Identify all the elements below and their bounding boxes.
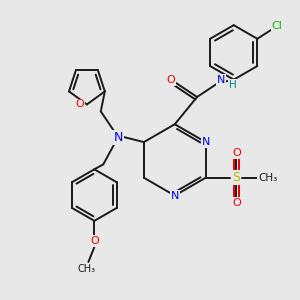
- Text: N: N: [217, 75, 225, 85]
- Text: CH₃: CH₃: [77, 264, 95, 274]
- Text: O: O: [232, 148, 241, 158]
- Text: CH₃: CH₃: [258, 173, 277, 183]
- Text: O: O: [90, 236, 99, 246]
- Text: H: H: [229, 80, 237, 90]
- Text: N: N: [202, 137, 210, 147]
- Text: S: S: [232, 171, 240, 184]
- Text: Cl: Cl: [272, 21, 283, 31]
- Text: O: O: [76, 99, 84, 110]
- Text: O: O: [232, 197, 241, 208]
- Text: O: O: [166, 75, 175, 85]
- Text: N: N: [171, 190, 179, 201]
- Text: N: N: [113, 130, 123, 144]
